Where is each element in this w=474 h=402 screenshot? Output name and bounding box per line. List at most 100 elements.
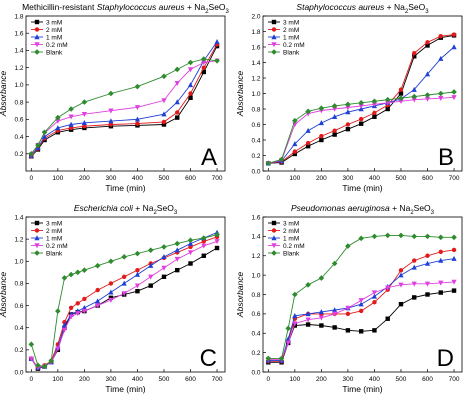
- series-2-mm: [29, 42, 220, 159]
- y-tick-label: 0.4: [14, 325, 23, 332]
- data-point: [48, 358, 55, 364]
- data-point: [188, 95, 193, 101]
- series-0-2-mm: [28, 58, 220, 158]
- data-point: [148, 262, 154, 268]
- data-point: [398, 301, 404, 307]
- y-tick-label: 1.4: [251, 234, 260, 241]
- data-point: [187, 82, 194, 88]
- data-point: [438, 290, 443, 295]
- data-point: [438, 55, 444, 61]
- y-tick-label: 1.8: [14, 13, 23, 20]
- data-point: [95, 303, 101, 309]
- data-point: [385, 100, 391, 106]
- data-point: [411, 97, 417, 103]
- data-point: [82, 296, 87, 302]
- y-tick-label: 0.4: [251, 137, 260, 144]
- data-point: [148, 283, 153, 288]
- data-point: [174, 99, 180, 105]
- data-point: [345, 328, 351, 333]
- data-point: [81, 304, 87, 310]
- x-tick-label: 100: [52, 376, 63, 383]
- x-tick-label: 100: [289, 376, 300, 383]
- legend-marker: [271, 27, 277, 32]
- data-point: [438, 280, 444, 286]
- legend-marker: [34, 49, 40, 55]
- y-tick-label: 1.4: [14, 48, 23, 55]
- data-point: [161, 73, 167, 80]
- data-point: [214, 39, 220, 45]
- x-tick-label: 0: [29, 175, 33, 182]
- data-point: [61, 275, 68, 281]
- data-point: [425, 253, 430, 258]
- data-point: [332, 132, 337, 137]
- data-point: [121, 280, 127, 286]
- data-point: [292, 141, 298, 147]
- data-point: [200, 56, 207, 62]
- data-point: [108, 297, 114, 303]
- data-point: [358, 100, 364, 106]
- data-point: [108, 108, 114, 114]
- data-point: [62, 325, 67, 330]
- x-tick-label: 300: [105, 376, 116, 383]
- data-point: [187, 67, 194, 73]
- data-point: [81, 119, 87, 125]
- data-point: [292, 117, 298, 124]
- data-point: [108, 281, 114, 286]
- y-tick-label: 0.2: [14, 151, 23, 158]
- data-point: [174, 66, 181, 73]
- legend-entry: 2 mM: [283, 27, 299, 34]
- series-2-mm: [266, 32, 457, 166]
- data-point: [438, 249, 443, 255]
- plot-frame: [25, 216, 226, 373]
- x-tick-label: 300: [342, 376, 353, 383]
- y-axis-label: Absorbance: [235, 272, 245, 319]
- data-point: [411, 281, 417, 287]
- x-tick-label: 300: [342, 175, 353, 182]
- data-point: [451, 89, 457, 95]
- data-point: [398, 268, 404, 273]
- x-tick-label: 200: [316, 376, 327, 383]
- y-tick-label: 1.8: [251, 29, 260, 36]
- data-point: [358, 308, 364, 314]
- y-axis-label: Absorbance: [0, 71, 8, 118]
- y-tick-label: 1.4: [14, 214, 23, 221]
- data-point: [371, 233, 378, 240]
- data-point: [174, 247, 180, 253]
- y-tick-label: 0.6: [14, 117, 23, 124]
- data-point: [28, 341, 35, 348]
- y-axis-label: Absorbance: [235, 71, 245, 118]
- data-point: [332, 311, 338, 317]
- data-point: [424, 71, 431, 77]
- data-point: [451, 255, 457, 261]
- data-point: [135, 121, 140, 126]
- data-point: [174, 80, 180, 86]
- data-point: [425, 43, 430, 48]
- data-point: [345, 243, 351, 249]
- panel-letter: B: [438, 144, 454, 171]
- data-point: [201, 60, 207, 66]
- data-point: [285, 340, 291, 346]
- data-point: [438, 95, 444, 101]
- data-point: [451, 95, 457, 101]
- data-point: [305, 144, 311, 149]
- x-tick-label: 500: [159, 376, 170, 383]
- data-point: [278, 355, 285, 362]
- data-point: [424, 233, 431, 240]
- x-tick-label: 400: [369, 175, 380, 182]
- legend-marker: [271, 220, 277, 226]
- data-point: [372, 110, 377, 116]
- x-tick-label: 600: [185, 175, 196, 182]
- x-tick-label: 400: [132, 376, 143, 383]
- data-point: [121, 291, 127, 297]
- legend-marker: [271, 235, 277, 241]
- legend-marker: [271, 228, 277, 233]
- legend-marker: [34, 220, 40, 226]
- legend-entry: 0.2 mM: [46, 42, 68, 49]
- data-point: [451, 234, 457, 241]
- data-point: [372, 300, 377, 305]
- y-tick-label: 0.8: [14, 99, 23, 106]
- data-point: [134, 271, 141, 277]
- data-point: [188, 261, 193, 266]
